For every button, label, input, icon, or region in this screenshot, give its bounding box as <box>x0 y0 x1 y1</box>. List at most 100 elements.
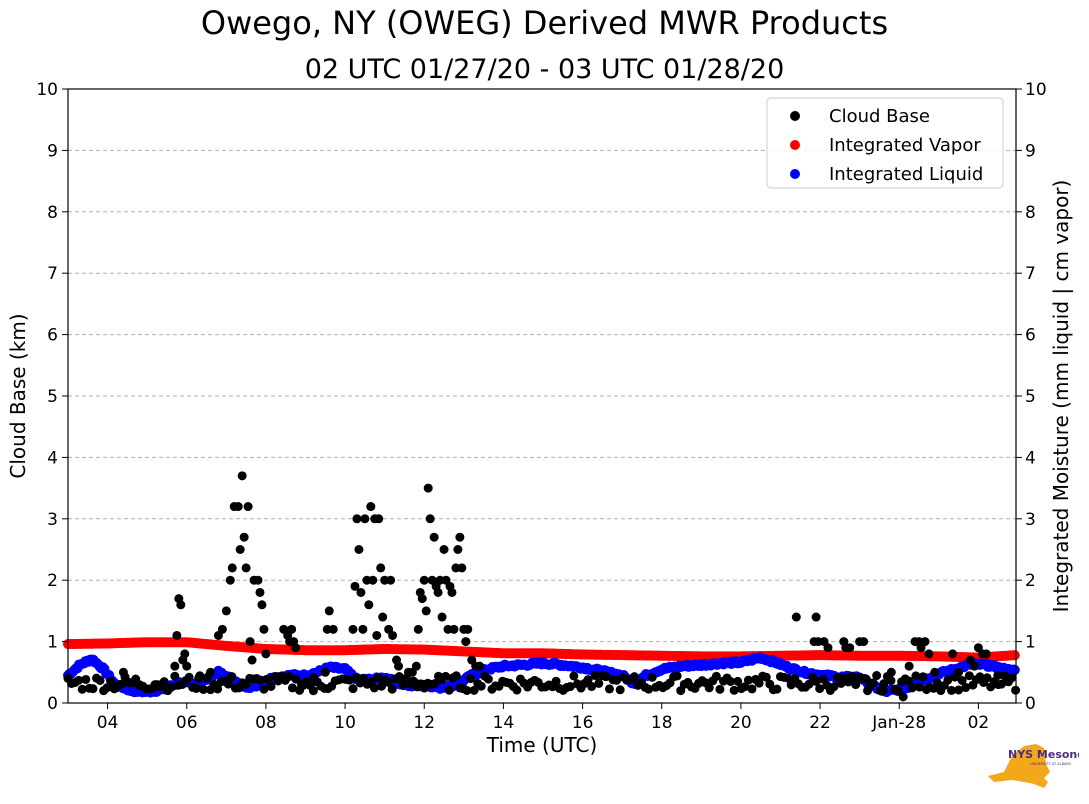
cloud-base-point <box>647 672 657 682</box>
cloud-base-point <box>829 682 839 692</box>
cloud-base-point <box>886 667 896 677</box>
cloud-base-point <box>419 575 429 585</box>
cloud-base-point <box>954 685 964 695</box>
cloud-base-point <box>134 680 144 690</box>
x-tick-label: 04 <box>97 713 119 733</box>
cloud-base-point <box>364 600 374 610</box>
cloud-base-point <box>886 676 896 686</box>
cloud-base-point <box>172 630 182 640</box>
cloud-base-point <box>476 681 486 691</box>
cloud-base-point <box>629 672 639 682</box>
cloud-base-point <box>982 673 992 683</box>
chart-subtitle: 02 UTC 01/27/20 - 03 UTC 01/28/20 <box>304 54 785 85</box>
cloud-base-point <box>287 683 297 693</box>
cloud-base-point <box>430 679 440 689</box>
legend-label: Integrated Vapor <box>829 135 981 156</box>
x-tick-label: 12 <box>413 713 435 733</box>
cloud-base-point <box>116 679 126 689</box>
cloud-base-point <box>262 674 272 684</box>
cloud-base-point <box>612 675 622 685</box>
cloud-base-point <box>439 545 449 554</box>
cloud-base-point <box>455 532 465 542</box>
cloud-base-point <box>954 667 964 677</box>
cloud-base-point <box>969 661 979 671</box>
cloud-base-point <box>182 661 192 671</box>
x-tick-label: 10 <box>334 713 356 733</box>
cloud-base-point <box>297 680 307 690</box>
cloud-base-point <box>166 682 176 692</box>
legend-label: Integrated Liquid <box>829 164 983 185</box>
y-tick-label: 4 <box>47 448 58 468</box>
cloud-base-point <box>590 671 600 681</box>
cloud-base-point <box>106 676 116 686</box>
cloud-base-point <box>957 675 967 685</box>
y-right-tick-label: 2 <box>1025 571 1036 591</box>
cloud-base-point <box>266 681 276 691</box>
cloud-base-point <box>261 649 271 659</box>
cloud-base-point <box>386 575 396 585</box>
logo-subtext: UNIVERSITY AT ALBANY <box>1030 762 1072 766</box>
cloud-base-point <box>587 682 597 692</box>
cloud-base-point <box>868 678 878 688</box>
cloud-base-point <box>948 649 958 659</box>
cloud-base-point <box>348 684 358 694</box>
cloud-base-point <box>291 643 301 653</box>
cloud-base-point <box>259 684 269 694</box>
cloud-base-point <box>308 686 318 696</box>
cloud-base-point <box>366 502 376 512</box>
y-tick-label: 1 <box>47 633 58 653</box>
cloud-base-point <box>594 678 604 688</box>
cloud-base-point <box>924 649 934 659</box>
legend-marker <box>790 140 800 150</box>
cloud-base-point <box>772 684 782 694</box>
x-tick-label: 16 <box>572 713 594 733</box>
cloud-base-point <box>726 676 736 686</box>
cloud-base-point <box>457 563 467 573</box>
cloud-base-point <box>861 674 871 684</box>
cloud-base-point <box>914 682 924 692</box>
cloud-base-point <box>872 671 882 681</box>
cloud-base-point <box>475 661 485 671</box>
cloud-base-point <box>291 674 301 684</box>
cloud-base-point <box>74 675 84 685</box>
cloud-base-point <box>257 600 267 610</box>
cloud-base-point <box>711 671 721 681</box>
cloud-base-point <box>449 624 459 634</box>
y-right-tick-label: 0 <box>1025 694 1036 714</box>
cloud-base-point <box>615 685 625 695</box>
cloud-base-point <box>77 684 87 694</box>
cloud-base-point <box>704 683 714 693</box>
cloud-base-point <box>411 661 421 671</box>
cloud-base-point <box>879 679 889 689</box>
y-tick-label: 8 <box>47 203 58 223</box>
cloud-base-point <box>118 667 128 677</box>
grid-lines <box>68 149 1016 643</box>
cloud-base-point <box>255 587 265 597</box>
cloud-base-point <box>387 684 397 694</box>
x-tick-label: 08 <box>255 713 277 733</box>
x-tick-label: 18 <box>651 713 673 733</box>
legend: Cloud Base Integrated Vapor Integrated Liq… <box>766 97 1004 189</box>
cloud-base-point <box>569 671 579 681</box>
legend-marker <box>790 169 800 179</box>
cloud-base-point <box>740 682 750 692</box>
cloud-base-point <box>823 643 833 653</box>
cloud-base-point <box>451 671 461 681</box>
cloud-base-point <box>421 606 431 616</box>
cloud-base-point <box>191 683 201 693</box>
y-tick-label: 3 <box>47 510 58 530</box>
cloud-base-point <box>344 675 354 685</box>
cloud-base-point <box>964 671 974 681</box>
cloud-base-point <box>369 683 379 693</box>
y-right-tick-label: 3 <box>1025 510 1036 530</box>
y-tick-label: 6 <box>47 326 58 346</box>
cloud-base-point <box>352 514 362 524</box>
cloud-base-point <box>907 683 917 693</box>
cloud-base-point <box>324 606 334 616</box>
y-right-tick-label: 5 <box>1025 387 1036 407</box>
cloud-base-point <box>444 685 454 695</box>
cloud-base-point <box>729 685 739 695</box>
cloud-base-point <box>245 637 255 647</box>
cloud-base-series <box>63 471 1021 702</box>
cloud-base-point <box>320 667 330 677</box>
